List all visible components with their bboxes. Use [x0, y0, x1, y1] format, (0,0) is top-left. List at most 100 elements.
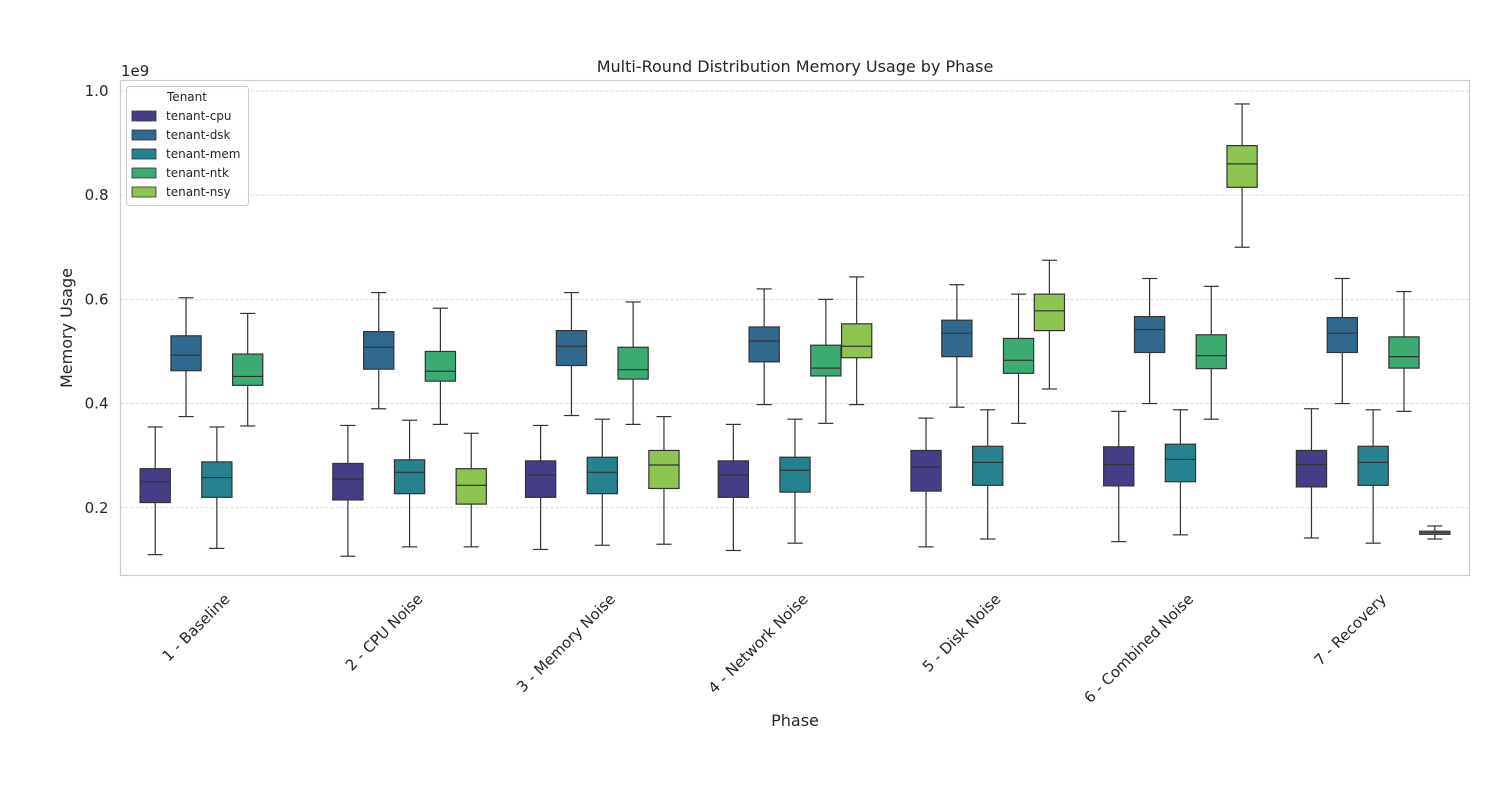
box-iqr	[1002, 337, 1035, 374]
legend-frame	[126, 86, 249, 206]
y-axis-exponent: 1e9	[121, 62, 149, 80]
box-iqr	[840, 323, 873, 359]
legend-label: tenant-cpu	[166, 109, 232, 123]
box-iqr	[972, 445, 1004, 486]
box-tenant-ntk	[231, 312, 264, 427]
box-iqr	[455, 468, 487, 505]
box-tenant-mem	[586, 418, 618, 546]
y-tick-label: 0.4	[85, 395, 109, 413]
box-iqr	[393, 459, 426, 495]
box-tenant-dsk	[363, 291, 395, 410]
box-iqr	[617, 346, 649, 380]
box-tenant-mem	[1357, 409, 1389, 544]
box-tenant-cpu	[332, 424, 364, 557]
box-iqr	[717, 460, 750, 498]
legend-title: Tenant	[166, 90, 207, 104]
box-iqr	[555, 330, 588, 367]
box-tenant-nsy	[1226, 103, 1258, 248]
y-tick-label: 0.8	[85, 186, 109, 204]
box-tenant-dsk	[1326, 277, 1359, 405]
box-tenant-mem	[1164, 409, 1197, 536]
box-iqr	[1226, 145, 1258, 188]
box-tenant-nsy	[648, 415, 680, 545]
legend-swatch	[131, 110, 157, 122]
series-tenant-dsk	[170, 277, 1359, 418]
box-iqr	[648, 449, 680, 490]
series-tenant-ntk	[231, 285, 1420, 427]
chart-title: Multi-Round Distribution Memory Usage by…	[597, 57, 994, 76]
box-iqr	[748, 326, 780, 363]
x-axis-label: Phase	[771, 711, 819, 730]
legend: Tenant tenant-cpu tenant-dsk tenant-mem ten…	[126, 86, 249, 206]
box-tenant-cpu	[717, 423, 750, 552]
box-tenant-nsy	[840, 276, 873, 406]
plot-frame	[119, 79, 1471, 577]
box-iqr	[231, 353, 264, 386]
y-axis-label: Memory Usage	[57, 268, 76, 388]
box-tenant-ntk	[1388, 290, 1420, 412]
box-iqr	[1103, 446, 1135, 487]
legend-label: tenant-dsk	[166, 128, 231, 142]
box-iqr	[1033, 293, 1066, 332]
box-tenant-mem	[201, 426, 233, 550]
box-tenant-cpu	[1295, 408, 1328, 539]
box-tenant-cpu	[524, 424, 557, 551]
box-iqr	[201, 461, 233, 498]
box-tenant-ntk	[810, 298, 842, 424]
box-iqr	[1295, 449, 1328, 488]
box-tenant-cpu	[139, 426, 171, 556]
box-tenant-mem	[393, 419, 426, 548]
box-tenant-dsk	[170, 297, 202, 418]
box-iqr	[586, 456, 618, 495]
box-iqr	[1388, 336, 1420, 369]
box-series	[139, 103, 1451, 557]
box-iqr	[779, 456, 811, 493]
box-iqr	[941, 319, 973, 358]
box-tenant-ntk	[617, 301, 649, 425]
box-tenant-dsk	[748, 288, 780, 406]
box-iqr	[332, 462, 364, 501]
box-iqr	[524, 460, 557, 498]
box-tenant-ntk	[1195, 285, 1227, 420]
box-iqr	[1326, 316, 1359, 354]
box-tenant-nsy	[1419, 525, 1451, 540]
box-tenant-cpu	[910, 417, 942, 548]
box-iqr	[910, 449, 942, 492]
box-iqr	[363, 331, 395, 370]
legend-swatch	[131, 186, 157, 198]
y-tick-label: 1.0	[85, 82, 109, 100]
box-tenant-dsk	[941, 284, 973, 408]
box-tenant-nsy	[1033, 259, 1066, 390]
box-tenant-ntk	[424, 307, 457, 425]
box-tenant-dsk	[1133, 277, 1166, 405]
box-tenant-cpu	[1103, 410, 1135, 543]
y-tick-label: 0.2	[85, 499, 109, 517]
legend-label: tenant-nsy	[166, 185, 231, 199]
legend-swatch	[131, 148, 157, 160]
legend-swatch	[131, 129, 157, 141]
box-iqr	[1164, 443, 1197, 483]
box-tenant-nsy	[455, 432, 487, 548]
series-tenant-mem	[201, 409, 1389, 550]
series-tenant-cpu	[139, 408, 1328, 557]
box-tenant-ntk	[1002, 293, 1035, 424]
box-tenant-mem	[972, 409, 1004, 540]
box-iqr	[810, 344, 842, 377]
box-iqr	[424, 350, 457, 382]
box-iqr	[1133, 315, 1166, 354]
box-tenant-mem	[779, 418, 811, 544]
box-iqr	[1357, 445, 1389, 486]
box-iqr	[1195, 334, 1227, 370]
y-axis-ticks: 0.2 0.4 0.6 0.8 1.0	[85, 82, 109, 517]
box-iqr	[170, 335, 202, 372]
legend-label: tenant-ntk	[166, 166, 229, 180]
legend-label: tenant-mem	[166, 147, 240, 161]
series-tenant-nsy	[455, 103, 1451, 548]
box-tenant-dsk	[555, 291, 588, 417]
box-iqr	[139, 468, 171, 504]
y-tick-label: 0.6	[85, 290, 109, 308]
legend-swatch	[131, 167, 157, 179]
